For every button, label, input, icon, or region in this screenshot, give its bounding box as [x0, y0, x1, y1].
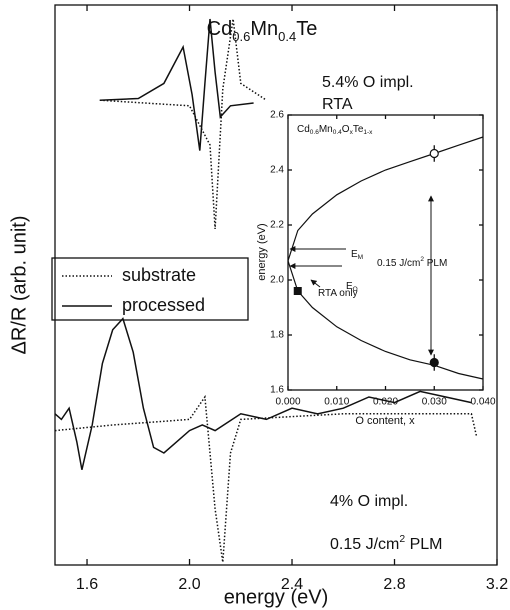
annotation-part: 2 — [420, 256, 424, 263]
y-axis-label: ΔR/R (arb. unit) — [8, 216, 30, 355]
series-line — [54, 317, 472, 470]
annotation: EO — [346, 281, 358, 294]
chart-title-part: O — [342, 124, 350, 135]
x-tick-label: 2.0 — [178, 576, 200, 593]
annotation: 0.15 J/cm2 PLM — [377, 256, 447, 268]
annotation-part: E — [346, 281, 353, 292]
chart-title-part: 0.6 — [232, 29, 250, 44]
annotation: 4% O impl. — [330, 493, 408, 510]
chart-title-part: x — [350, 129, 354, 136]
x-tick-label: 1.6 — [76, 576, 98, 593]
plot-frame — [54, 4, 498, 566]
annotation: 0.15 J/cm2 PLM — [330, 534, 442, 553]
annotation-part: E — [351, 249, 358, 260]
series-line — [99, 18, 254, 151]
chart-title: Cd0.6Mn0.4OxTe1-x — [297, 124, 373, 137]
y-tick-label: 2.4 — [270, 165, 284, 176]
series-line — [287, 260, 484, 380]
annotation-part: 5.4% O impl. — [322, 74, 414, 91]
annotation-part: RTA only — [318, 288, 358, 299]
chart-title-part: Mn — [250, 18, 278, 40]
annotation-arrow — [310, 279, 321, 288]
chart-title-part: Cd — [297, 124, 310, 135]
data-point — [293, 287, 302, 295]
annotation: 5.4% O impl. — [322, 74, 414, 91]
chart-title-part: 0.6 — [310, 129, 319, 136]
series-line — [99, 18, 267, 230]
annotation-part: M — [358, 254, 363, 261]
x-tick-label: 0.000 — [275, 397, 300, 408]
legend-box — [51, 257, 249, 321]
annotation-part: 2 — [399, 534, 405, 545]
chart-title-part: 0.4 — [278, 29, 296, 44]
chart-title-part: 1-x — [363, 129, 373, 136]
chart-title-part: Cd — [207, 18, 233, 40]
annotation-part: 4% O impl. — [330, 493, 408, 510]
x-tick-label: 0.030 — [422, 397, 447, 408]
data-point — [429, 357, 439, 368]
y-tick-label: 2.6 — [270, 110, 284, 121]
chart-title: Cd0.6Mn0.4Te — [207, 18, 318, 44]
x-tick-label: 0.010 — [324, 397, 349, 408]
chart-title-part: 0.4 — [333, 129, 342, 136]
chart-title-part: Te — [353, 124, 364, 135]
y-tick-label: 2.2 — [270, 220, 284, 231]
x-tick-label: 0.020 — [373, 397, 398, 408]
legend-label: processed — [122, 295, 205, 315]
annotation-part: PLM — [424, 258, 447, 269]
x-tick-label: 2.8 — [383, 576, 405, 593]
x-tick-label: 2.4 — [281, 576, 303, 593]
y-tick-label: 1.8 — [270, 330, 284, 341]
y-tick-label: 1.6 — [270, 385, 284, 396]
y-tick-label: 2.0 — [270, 275, 284, 286]
annotation-part: PLM — [405, 536, 442, 553]
x-axis-label: O content, x — [355, 415, 415, 427]
annotation-part: 0.15 J/cm — [330, 536, 399, 553]
chart-title-part: Mn — [319, 124, 333, 135]
x-tick-label: 0.040 — [470, 397, 495, 408]
y-axis-label: energy (eV) — [256, 223, 268, 280]
annotation: EM — [351, 249, 363, 262]
legend-label: substrate — [122, 265, 196, 285]
x-axis-label: energy (eV) — [224, 586, 329, 608]
annotation: RTA — [322, 96, 353, 113]
annotation-part: RTA — [322, 96, 353, 113]
annotation-part: O — [353, 286, 358, 293]
annotation-part: 0.15 J/cm — [377, 258, 420, 269]
inset-background — [288, 115, 483, 390]
data-point — [429, 148, 439, 159]
x-tick-label: 3.2 — [486, 576, 508, 593]
annotation: RTA only — [318, 288, 358, 299]
chart-title-part: Te — [296, 18, 317, 40]
series-line — [287, 136, 484, 261]
